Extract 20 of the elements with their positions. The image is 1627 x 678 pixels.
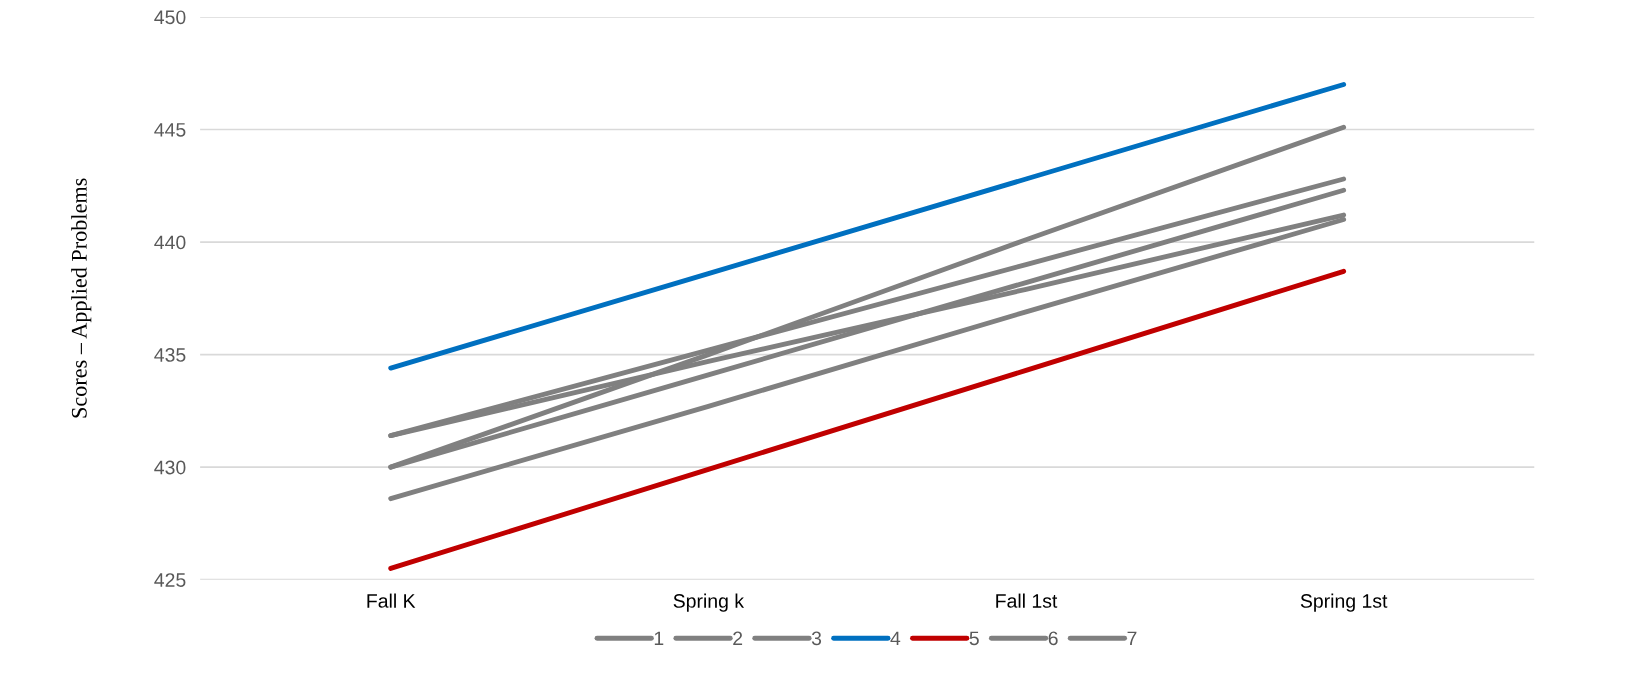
legend-label: 3 bbox=[811, 631, 822, 646]
legend-label: 2 bbox=[733, 631, 743, 646]
y-axis-title: Scores – Applied Problems bbox=[71, 178, 92, 418]
y-tick-label: 430 bbox=[154, 460, 186, 475]
x-tick-label: Spring 1st bbox=[1300, 593, 1388, 612]
legend-label: 7 bbox=[1127, 631, 1137, 646]
x-tick-label: Fall 1st bbox=[996, 593, 1058, 608]
legend-label: 1 bbox=[654, 631, 664, 646]
legend-label: 5 bbox=[969, 631, 979, 646]
line-series bbox=[388, 82, 1347, 371]
y-tick-label: 445 bbox=[154, 123, 186, 137]
x-tick-label: Spring k bbox=[673, 593, 745, 612]
legend-label: 4 bbox=[890, 631, 901, 646]
y-tick-label: 425 bbox=[154, 573, 186, 587]
y-tick-label: 435 bbox=[154, 348, 186, 362]
y-tick-label: 450 bbox=[154, 10, 186, 25]
line-series bbox=[388, 268, 1347, 571]
y-tick-label: 440 bbox=[154, 235, 186, 250]
legend-label: 6 bbox=[1048, 631, 1058, 646]
x-tick-label: Fall K bbox=[367, 593, 416, 608]
